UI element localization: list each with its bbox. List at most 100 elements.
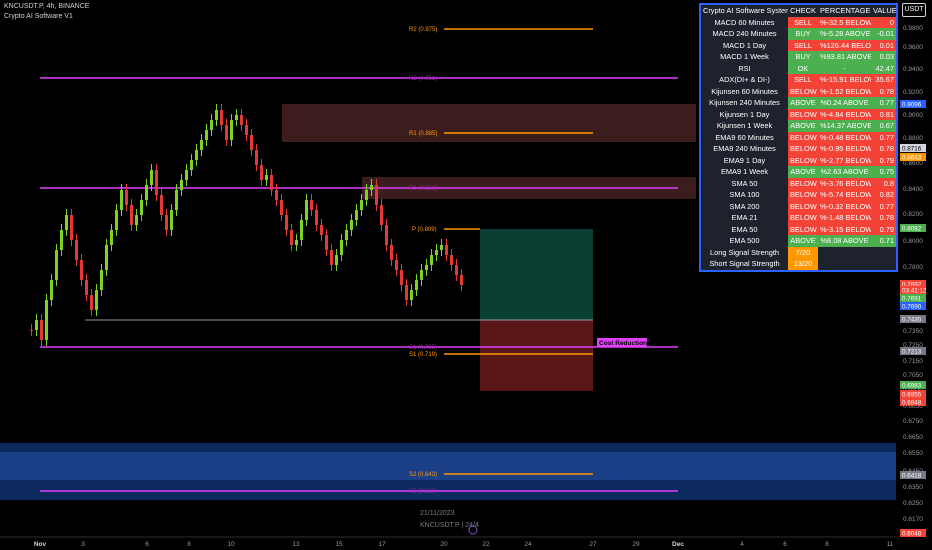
price-tick-label: 0.7350 xyxy=(903,328,923,335)
value-cell: 0.01 xyxy=(871,39,897,51)
indicator-name-cell: ADX(DI+ & DI-) xyxy=(700,74,788,86)
candle-body xyxy=(380,205,383,225)
value-cell: 0 xyxy=(871,16,897,28)
check-cell: BELOW xyxy=(788,223,818,235)
svg-text:0.8716: 0.8716 xyxy=(902,146,922,153)
value-cell: 0.67 xyxy=(871,120,897,132)
pivot-r2-label: R2 (0.975) xyxy=(409,27,437,33)
percentage-cell: %-32.5 BELOW xyxy=(818,16,871,28)
price-badge: 0.6948 xyxy=(900,398,926,407)
candle-body xyxy=(65,215,68,230)
candle-body xyxy=(310,200,313,210)
value-cell: 0.03 xyxy=(871,51,897,63)
price-axis[interactable]: 0.9800 0.9600 0.9400 0.9200 0.9000 0.8800 0.86… xyxy=(900,25,927,538)
svg-text:0.7213: 0.7213 xyxy=(902,349,922,356)
value-cell: 0.71 xyxy=(871,235,897,247)
time-tick-label: 22 xyxy=(482,541,490,548)
svg-text:0.6418: 0.6418 xyxy=(902,473,922,480)
table-row: Kijunsen 60 Minutes BELOW %-1.52 BELOW 0.78 xyxy=(700,85,897,97)
indicator-name-cell: EMA9 1 Day xyxy=(700,154,788,166)
price-tick-label: 0.7250 xyxy=(903,342,923,349)
time-tick-label: 6 xyxy=(145,541,149,548)
pivot-s1-label: S1 (0.719) xyxy=(409,352,437,358)
magenta-mid-label: R1 (0.853) xyxy=(409,186,437,192)
currency-button[interactable]: USDT xyxy=(902,3,926,17)
table-row: SMA 100 BELOW %-5.74 BELOW 0.82 xyxy=(700,189,897,201)
empty-cell xyxy=(818,258,871,271)
candle-body xyxy=(450,255,453,265)
percentage-cell: %14.37 ABOVE xyxy=(818,120,871,132)
candle-body xyxy=(410,290,413,300)
table-row: SMA 50 BELOW %-3.76 BELOW 0.8 xyxy=(700,177,897,189)
candle-body xyxy=(300,220,303,240)
candle-body xyxy=(155,170,158,195)
percentage-cell: %-15.91 BELOW xyxy=(818,74,871,86)
candle-body xyxy=(70,215,73,240)
candle-body xyxy=(330,250,333,265)
candle-body xyxy=(60,230,63,250)
percentage-cell: %-4.84 BELOW xyxy=(818,108,871,120)
cost-reduction-label: Cost Reduction xyxy=(599,340,647,347)
table-row: MACD 60 Minutes SELL %-32.5 BELOW 0 xyxy=(700,16,897,28)
indicator-name-cell: Kijunsen 1 Week xyxy=(700,120,788,132)
value-cell: 0.82 xyxy=(871,189,897,201)
price-tick-label: 0.6550 xyxy=(903,450,923,457)
indicator-name-cell: EMA9 240 Minutes xyxy=(700,143,788,155)
candle-body xyxy=(165,215,168,230)
price-tick-label: 0.8000 xyxy=(903,238,923,245)
percentage-cell: %-2.77 BELOW xyxy=(818,154,871,166)
time-tick-label: 4 xyxy=(740,541,744,548)
indicator-name-cell: Kijunsen 1 Day xyxy=(700,108,788,120)
value-cell: 0.77 xyxy=(871,97,897,109)
candle-body xyxy=(210,120,213,130)
svg-text:0.7692: 0.7692 xyxy=(902,282,922,289)
check-cell: BELOW xyxy=(788,154,818,166)
candle-body xyxy=(225,125,228,140)
candle-body xyxy=(125,190,128,205)
position-profit-zone xyxy=(480,229,593,320)
symbol-line[interactable]: KNCUSDT.P, 4h, BINANCE xyxy=(4,3,90,10)
candle-body xyxy=(55,250,58,280)
candle-body xyxy=(45,300,48,340)
price-tick-label: 0.8800 xyxy=(903,135,923,142)
indicator-name-cell: Kijunsen 240 Minutes xyxy=(700,97,788,109)
check-cell: BELOW xyxy=(788,85,818,97)
price-tick-label: 0.9800 xyxy=(903,25,923,32)
chart-watermark: KNCUSDT.P | 24/4 xyxy=(420,522,479,529)
svg-text:0.7430: 0.7430 xyxy=(902,317,922,324)
value-cell: -0.01 xyxy=(871,28,897,40)
price-badge: 0.7692 xyxy=(900,280,926,289)
candle-body xyxy=(190,160,193,170)
replay-icon[interactable] xyxy=(468,525,478,535)
check-cell: BELOW xyxy=(788,131,818,143)
price-badge: 0.8082 xyxy=(900,224,926,233)
candle-body xyxy=(110,230,113,245)
indicator-name[interactable]: Crypto AI Software V1 xyxy=(4,13,73,20)
price-tick-label: 0.8400 xyxy=(903,186,923,193)
price-tick-label: 0.9400 xyxy=(903,66,923,73)
candle-body xyxy=(350,220,353,230)
candle-body xyxy=(50,280,53,300)
candle-body xyxy=(285,215,288,230)
crosshair-date: 21/11/2023 xyxy=(420,510,455,517)
magenta-top-label: R2 (0.951) xyxy=(409,76,437,82)
candle-body xyxy=(340,240,343,255)
time-axis[interactable]: Nov 3 6 8 10 13 15 17 20 22 24 27 29 Dec 4 6 8 11 xyxy=(34,541,894,548)
table-row: Kijunsen 1 Week ABOVE %14.37 ABOVE 0.67 xyxy=(700,120,897,132)
indicator-name-cell: EMA 500 xyxy=(700,235,788,247)
table-row: EMA9 240 Minutes BELOW %-0.95 BELOW 0.78 xyxy=(700,143,897,155)
price-tick-label: 0.6170 xyxy=(903,516,923,523)
check-cell: ABOVE xyxy=(788,97,818,109)
price-badge: 0.7213 xyxy=(900,347,926,356)
table-row: EMA 21 BELOW %-1.48 BELOW 0.78 xyxy=(700,212,897,224)
candle-body xyxy=(145,185,148,200)
magenta-bottom-label: S2 (0.620) xyxy=(409,489,437,495)
time-tick-label: 8 xyxy=(825,541,829,548)
candle-body xyxy=(75,240,78,260)
check-cell: BELOW xyxy=(788,212,818,224)
candle-body xyxy=(100,270,103,290)
candle-body xyxy=(115,210,118,230)
check-cell: OK xyxy=(788,62,818,74)
